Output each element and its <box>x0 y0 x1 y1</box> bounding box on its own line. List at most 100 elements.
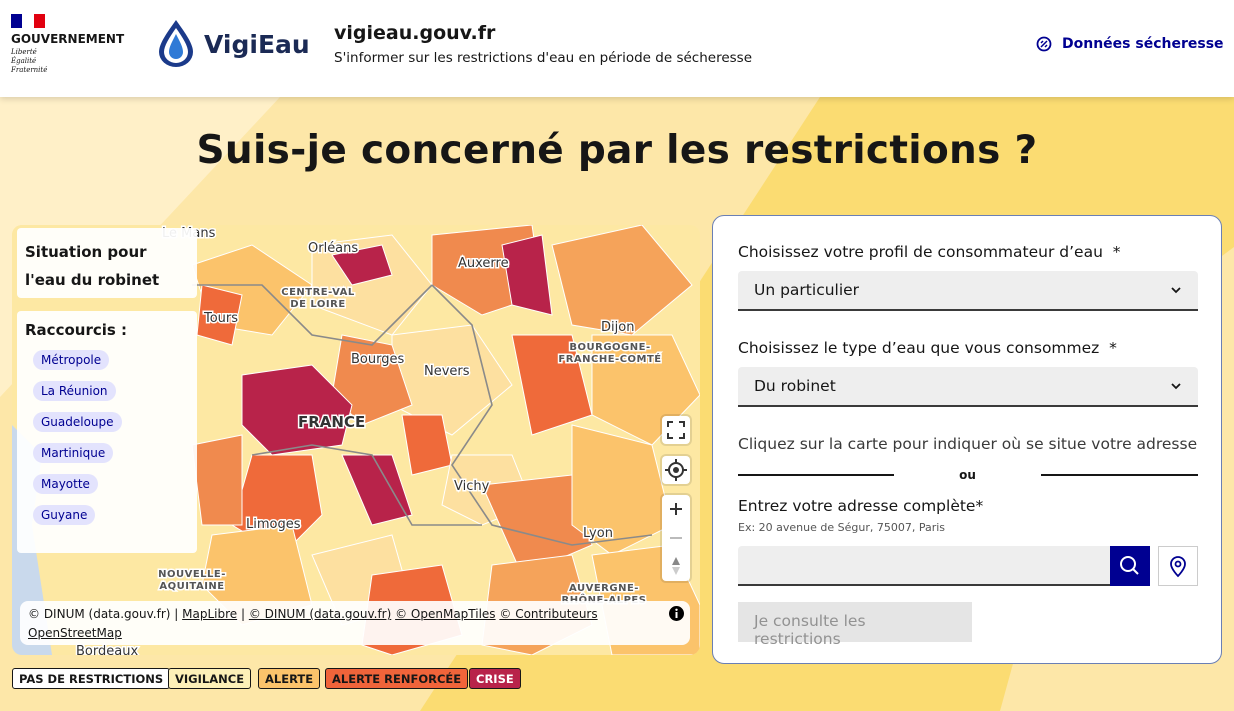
shortcut-row: Métropole <box>33 349 189 380</box>
shortcut[interactable]: Métropole <box>33 350 110 370</box>
text: * <box>1112 243 1121 261</box>
shape <box>22 14 34 28</box>
shortcut[interactable]: La Réunion <box>33 381 116 401</box>
shape <box>1170 556 1186 578</box>
header: GOUVERNEMENT Liberté Égalité Fraternité … <box>0 0 1234 97</box>
site-name[interactable]: vigieau.gouv.fr <box>334 22 496 44</box>
fullscreen-button[interactable] <box>662 416 690 444</box>
legend-item: ALERTE RENFORCÉE <box>325 668 469 689</box>
type-label: Choisissez le type d’eau que vous consom… <box>738 339 1117 357</box>
text: NOUVELLE- <box>158 569 226 580</box>
shape <box>11 14 22 28</box>
shape <box>1040 40 1048 48</box>
search-button[interactable] <box>1110 546 1150 586</box>
attribution: © DINUM (data.gouv.fr) | MapLibre | © DI… <box>20 601 690 645</box>
logo-drop <box>159 20 193 67</box>
text: AQUITAINE <box>159 581 224 592</box>
profile-select[interactable]: Un particulier <box>738 271 1198 311</box>
flag <box>11 14 45 28</box>
shortcut[interactable]: Guyane <box>33 505 96 525</box>
address-label: Entrez votre adresse complète* <box>738 497 983 515</box>
separator-text: ou <box>959 468 976 482</box>
place-label: Tours <box>203 311 238 326</box>
motto: Liberté Égalité Fraternité <box>11 48 47 75</box>
brand: GOUVERNEMENT <box>11 32 125 46</box>
shape <box>667 421 685 439</box>
shape <box>251 444 482 526</box>
shortcut-row: Guadeloupe <box>33 411 189 442</box>
text: BOURGOGNE- <box>569 342 650 353</box>
shortcut[interactable]: Martinique <box>33 443 114 463</box>
shape <box>1171 383 1181 390</box>
place-label: Auxerre <box>458 256 509 271</box>
motto-line: Égalité <box>11 57 37 65</box>
shape <box>1120 556 1136 572</box>
attribution-link[interactable]: © OpenMapTiles <box>395 607 496 621</box>
place-label: Limoges <box>246 517 301 532</box>
shape <box>571 424 673 556</box>
shape <box>1171 287 1181 294</box>
shape <box>511 334 593 436</box>
shape <box>501 234 553 316</box>
text: * <box>1109 339 1117 357</box>
region-borders <box>192 284 653 546</box>
logo-text: VigiEau <box>204 30 310 59</box>
text: Choisissez votre profil de consommateur … <box>738 243 1103 261</box>
address-hint: Ex: 20 avenue de Ségur, 75007, Paris <box>738 521 946 534</box>
situation-box: Situation pour l'eau du robinet <box>17 228 197 298</box>
geolocate-button[interactable] <box>1158 546 1198 586</box>
legend-item: CRISE <box>469 668 521 689</box>
shape <box>34 14 45 28</box>
region-label: BOURGOGNE-FRANCHE-COMTÉ <box>558 342 661 365</box>
map-hint: Cliquez sur la carte pour indiquer où se… <box>738 435 1198 453</box>
departments <box>191 225 700 655</box>
locate-button[interactable] <box>662 456 690 484</box>
attribution-text: © DINUM (data.gouv.fr) | <box>28 607 179 621</box>
locate-icon <box>665 459 687 481</box>
country-label: FRANCE <box>298 413 365 431</box>
shortcut-list: Métropole La Réunion Guadeloupe Martiniq… <box>25 349 189 535</box>
region-label: NOUVELLE-AQUITAINE <box>158 569 226 592</box>
shape <box>169 34 183 59</box>
shortcuts-box: Raccourcis : Métropole La Réunion Guadel… <box>17 311 197 553</box>
text: AUVERGNE- <box>569 583 639 594</box>
motto-line: Fraternité <box>11 66 48 74</box>
shortcut[interactable]: Mayotte <box>33 474 98 494</box>
shortcuts-title: Raccourcis : <box>25 321 128 339</box>
page-title: Suis-je concerné par les restrictions ? <box>196 128 1038 173</box>
shape <box>192 284 433 346</box>
shape <box>673 467 679 473</box>
type-select[interactable]: Du robinet <box>738 367 1198 407</box>
compass[interactable] <box>672 567 680 575</box>
shape <box>191 434 243 526</box>
legend-item: VIGILANCE <box>168 668 252 689</box>
shape <box>341 454 413 526</box>
attribution-link[interactable]: © Contributeurs OpenStreetMap <box>28 607 598 640</box>
text: DE LOIRE <box>290 299 345 310</box>
info-icon[interactable] <box>669 606 684 621</box>
submit-button[interactable]: Je consulte les restrictions <box>738 602 972 648</box>
shape <box>675 612 678 618</box>
place-label: Vichy <box>454 479 490 494</box>
shortcut[interactable]: Guadeloupe <box>33 412 122 432</box>
zoom-controls <box>662 495 690 581</box>
shortcut-row: Mayotte <box>33 473 189 504</box>
place-label: Bordeaux <box>76 644 138 655</box>
map[interactable]: Orléans Auxerre Tours Dijon Bourges Neve… <box>12 225 700 655</box>
profile-label: Choisissez votre profil de consommateur … <box>738 243 1121 261</box>
nav-link[interactable]: Données sécheresse <box>1062 36 1224 52</box>
text: FRANCHE-COMTÉ <box>558 352 661 365</box>
shape <box>331 334 413 426</box>
attribution-link[interactable]: © DINUM (data.gouv.fr) <box>248 607 392 621</box>
shape <box>431 284 653 546</box>
shape <box>1171 287 1181 294</box>
fullscreen-icon <box>667 421 685 439</box>
address-input[interactable] <box>738 546 1110 586</box>
nav-icon <box>1036 36 1052 52</box>
place-label: Orléans <box>308 241 358 256</box>
attribution-link[interactable]: MapLibre <box>182 607 238 621</box>
zoom-in[interactable] <box>670 503 682 515</box>
text: CENTRE-VAL <box>281 287 355 298</box>
